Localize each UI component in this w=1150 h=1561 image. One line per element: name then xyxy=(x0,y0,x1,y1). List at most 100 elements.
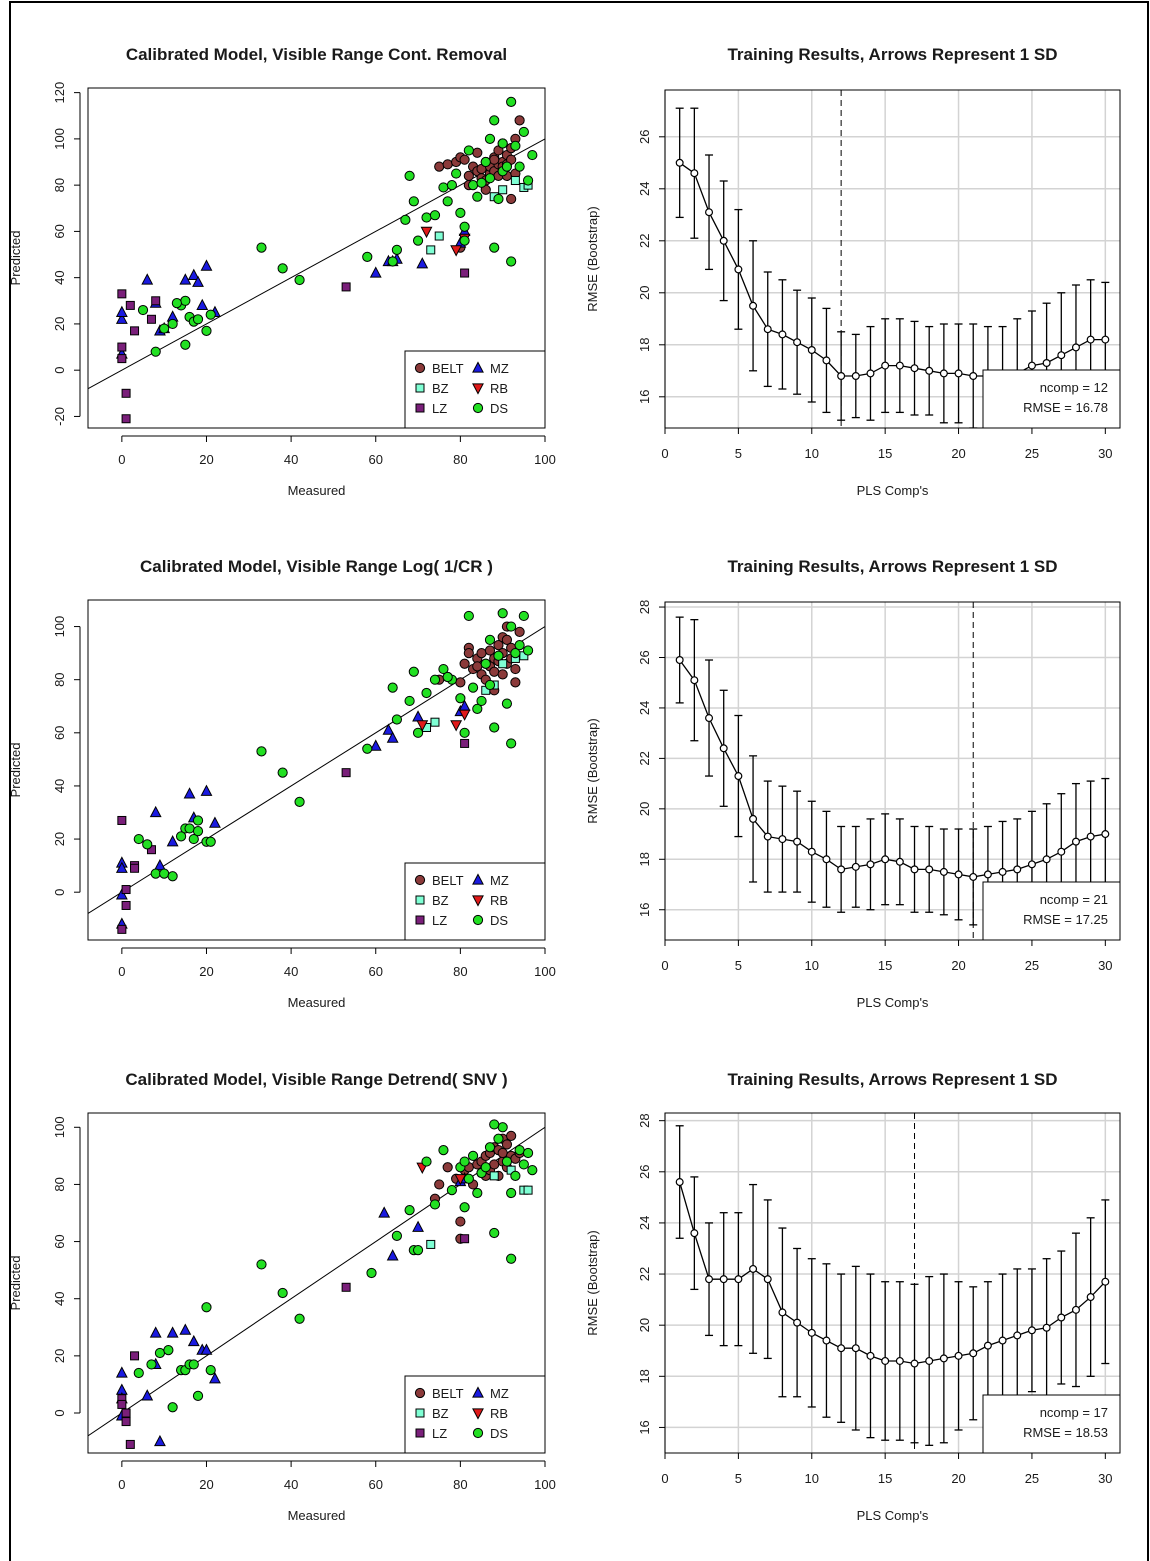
data-point-mz xyxy=(154,858,166,871)
data-point-ds xyxy=(489,115,500,126)
x-tick-label: 0 xyxy=(118,1477,125,1492)
legend-marker-mz xyxy=(472,1386,484,1398)
data-point-lz xyxy=(341,282,351,292)
data-point-belt xyxy=(463,170,474,181)
rmse-point xyxy=(822,1336,831,1345)
x-tick-label: 40 xyxy=(284,964,298,979)
y-tick-label: 20 xyxy=(637,286,652,300)
chart-panel-2: Training Results, Arrows Represent 1 SD P… xyxy=(585,45,1121,498)
rmse-point xyxy=(881,855,890,864)
data-point-mz xyxy=(166,1326,179,1338)
data-point-ds xyxy=(256,1259,267,1270)
data-point-ds xyxy=(400,214,411,225)
rmse-point xyxy=(1057,351,1066,360)
rmse-point xyxy=(763,1275,772,1284)
rmse-point xyxy=(719,744,728,753)
rmse-point xyxy=(969,872,978,881)
x-tick-label: 10 xyxy=(805,446,819,461)
legend-label-lz: LZ xyxy=(432,401,447,416)
y-tick-label: 40 xyxy=(52,1291,67,1305)
rmse-point xyxy=(778,835,787,844)
data-point-ds xyxy=(180,295,191,306)
rmse-point xyxy=(778,1308,787,1317)
y-axis-label: Predicted xyxy=(8,1256,23,1311)
data-point-ds xyxy=(480,658,491,669)
data-point-ds xyxy=(404,170,415,181)
data-point-ds xyxy=(484,679,496,691)
rmse-point xyxy=(881,1356,890,1365)
data-point-ds xyxy=(501,161,513,172)
y-tick-label: 80 xyxy=(52,178,67,192)
legend-ncomp: ncomp = 21 xyxy=(1040,892,1108,907)
data-point-lz xyxy=(341,768,351,778)
rmse-point xyxy=(1013,1331,1022,1340)
legend-marker-bz xyxy=(415,383,425,393)
data-point-ds xyxy=(467,682,479,693)
legend-label-mz: MZ xyxy=(490,1386,509,1401)
rmse-point xyxy=(910,1359,919,1368)
rmse-point xyxy=(939,1354,948,1363)
data-point-bz xyxy=(434,231,444,241)
data-point-ds xyxy=(404,1205,415,1216)
rmse-point xyxy=(851,1344,860,1353)
y-axis-label: RMSE (Bootstrap) xyxy=(585,206,600,311)
x-tick-label: 80 xyxy=(453,964,467,979)
data-point-ds xyxy=(387,682,398,693)
data-point-ds xyxy=(150,346,161,357)
rmse-point xyxy=(998,1336,1007,1345)
data-point-mz xyxy=(115,861,128,873)
data-point-ds xyxy=(404,695,415,707)
chart-panel-3: Calibrated Model, Visible Range Log( 1/C… xyxy=(8,557,556,1010)
data-point-mz xyxy=(115,312,128,324)
x-axis-label: PLS Comp's xyxy=(857,995,929,1010)
data-point-lz xyxy=(151,296,161,306)
chart-title: Calibrated Model, Visible Range Detrend(… xyxy=(125,1070,507,1089)
legend-label-mz: MZ xyxy=(490,361,509,376)
data-point-ds xyxy=(442,671,453,683)
data-point-ds xyxy=(506,1187,517,1199)
data-point-ds xyxy=(510,140,521,151)
data-point-belt xyxy=(506,1130,517,1141)
data-point-belt xyxy=(489,1159,500,1170)
data-point-belt xyxy=(434,161,445,172)
rmse-point xyxy=(998,867,1007,876)
data-point-ds xyxy=(455,207,466,218)
y-tick-label: 28 xyxy=(637,600,652,614)
rmse-line xyxy=(679,162,1106,377)
rmse-point xyxy=(895,361,904,370)
data-point-ds xyxy=(518,610,529,622)
data-point-mz xyxy=(386,731,399,743)
data-point-ds xyxy=(188,1359,199,1370)
x-tick-label: 0 xyxy=(118,452,125,467)
data-point-ds xyxy=(455,693,466,704)
data-point-ds xyxy=(154,1347,166,1359)
data-point-mz xyxy=(369,266,382,278)
data-point-belt xyxy=(501,634,513,645)
legend-box xyxy=(404,862,546,941)
data-point-ds xyxy=(480,156,491,168)
data-point-ds xyxy=(256,242,267,253)
y-tick-label: 26 xyxy=(637,1165,652,1179)
data-point-lz xyxy=(130,326,140,336)
legend-marker-lz xyxy=(415,1428,425,1438)
x-tick-label: 60 xyxy=(369,1477,383,1492)
x-tick-label: 60 xyxy=(369,964,383,979)
plot-box xyxy=(87,1112,546,1454)
legend: BELT MZ BZ RB LZ DS xyxy=(404,862,546,941)
data-point-belt xyxy=(472,147,483,158)
legend-box xyxy=(404,350,546,429)
data-point-ds xyxy=(412,727,424,738)
y-tick-label: 18 xyxy=(637,852,652,866)
data-point-lz xyxy=(121,1417,131,1427)
data-point-ds xyxy=(446,180,458,191)
rmse-point xyxy=(1101,1277,1110,1286)
y-tick-label: 40 xyxy=(52,270,67,284)
rmse-point xyxy=(837,1344,846,1353)
data-point-mz xyxy=(141,1389,154,1401)
rmse-point xyxy=(837,865,846,874)
data-point-mz xyxy=(166,835,179,847)
y-tick-label: 28 xyxy=(637,1113,652,1127)
data-point-mz xyxy=(187,268,200,280)
y-tick-label: 100 xyxy=(52,128,67,150)
x-tick-label: 25 xyxy=(1025,446,1039,461)
